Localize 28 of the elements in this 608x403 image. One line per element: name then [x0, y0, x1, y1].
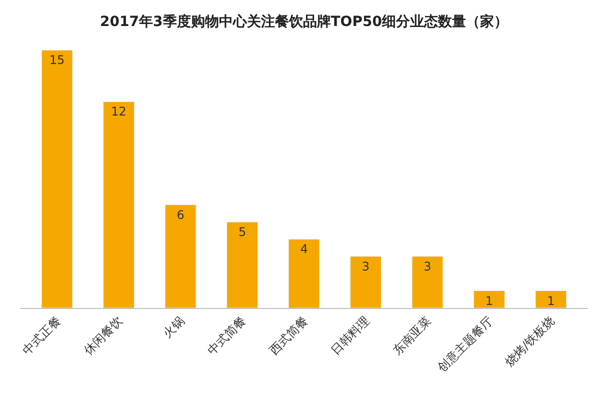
data-label: 4	[300, 242, 308, 256]
chart-title: 2017年3季度购物中心关注餐饮品牌TOP50细分业态数量（家）	[100, 12, 508, 30]
x-tick-label: 西式简餐	[266, 314, 310, 358]
x-tick-label: 中式正餐	[20, 314, 64, 358]
data-label: 1	[485, 294, 494, 308]
bar	[226, 222, 258, 308]
bar	[103, 101, 134, 308]
x-tick-label: 火锅	[160, 314, 187, 341]
x-tick-label: 创意主题餐厅	[434, 314, 496, 375]
bar	[535, 290, 567, 308]
x-tick-label: 中式简餐	[204, 314, 249, 358]
data-label: 1	[547, 294, 555, 308]
bar	[412, 256, 444, 308]
bar	[350, 256, 382, 308]
data-label: 12	[111, 104, 126, 119]
x-tick-label: 休闲餐饮	[81, 314, 126, 358]
x-tick-label: 东南亚菜	[390, 314, 434, 358]
data-label: 3	[362, 259, 370, 274]
data-label: 5	[238, 225, 246, 240]
data-label: 6	[176, 208, 184, 222]
bar	[474, 290, 505, 308]
bar	[164, 204, 196, 308]
data-label: 3	[424, 259, 432, 274]
x-tick-label: 日韩料理	[328, 314, 372, 358]
bar	[288, 238, 320, 308]
x-tick-label: 烧烤/铁板烧	[502, 314, 558, 370]
bar	[41, 50, 73, 308]
data-label: 15	[49, 53, 65, 68]
